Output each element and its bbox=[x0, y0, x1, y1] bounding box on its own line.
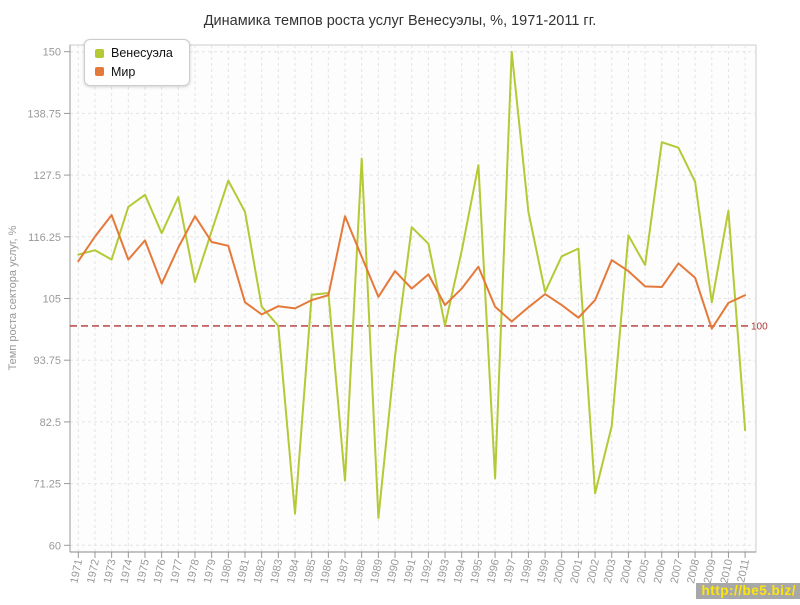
svg-text:71.25: 71.25 bbox=[33, 479, 61, 491]
svg-text:1999: 1999 bbox=[535, 558, 552, 584]
svg-text:2010: 2010 bbox=[719, 558, 736, 584]
svg-text:1978: 1978 bbox=[185, 558, 202, 584]
svg-text:1992: 1992 bbox=[418, 558, 435, 584]
svg-text:2004: 2004 bbox=[619, 558, 636, 584]
legend-swatch-world bbox=[95, 67, 104, 76]
svg-text:1976: 1976 bbox=[152, 558, 169, 584]
legend-item-world: Мир bbox=[95, 66, 173, 79]
svg-text:2003: 2003 bbox=[602, 558, 619, 584]
svg-text:82.5: 82.5 bbox=[40, 417, 61, 429]
svg-text:1985: 1985 bbox=[302, 558, 319, 584]
svg-text:1993: 1993 bbox=[435, 558, 452, 584]
watermark-link[interactable]: http://be5.biz/ bbox=[696, 583, 800, 599]
legend: Венесуэла Мир bbox=[84, 39, 190, 86]
svg-text:2006: 2006 bbox=[652, 558, 669, 584]
svg-text:1983: 1983 bbox=[268, 558, 285, 584]
svg-text:1971: 1971 bbox=[68, 558, 85, 584]
svg-text:2008: 2008 bbox=[685, 558, 702, 584]
svg-text:1991: 1991 bbox=[402, 558, 419, 584]
svg-text:2007: 2007 bbox=[669, 558, 686, 584]
svg-text:1995: 1995 bbox=[468, 558, 485, 584]
chart-title: Динамика темпов роста услуг Венесуэлы, %… bbox=[0, 13, 800, 29]
svg-text:1981: 1981 bbox=[235, 558, 252, 584]
svg-text:93.75: 93.75 bbox=[33, 355, 61, 367]
y-axis-title: Темп роста сектора услуг, % bbox=[7, 225, 19, 370]
svg-text:1975: 1975 bbox=[135, 558, 152, 584]
svg-text:1989: 1989 bbox=[368, 558, 385, 584]
svg-text:60: 60 bbox=[49, 540, 61, 552]
svg-text:116.25: 116.25 bbox=[28, 232, 61, 244]
svg-text:1986: 1986 bbox=[318, 558, 335, 584]
svg-text:1973: 1973 bbox=[102, 558, 119, 584]
svg-text:127.5: 127.5 bbox=[33, 170, 61, 182]
svg-text:1979: 1979 bbox=[202, 558, 219, 584]
svg-text:1977: 1977 bbox=[168, 558, 185, 584]
svg-text:1974: 1974 bbox=[118, 558, 135, 584]
svg-text:2011: 2011 bbox=[735, 558, 752, 584]
svg-text:2002: 2002 bbox=[585, 558, 602, 584]
grid-layer bbox=[70, 45, 756, 552]
svg-text:2005: 2005 bbox=[635, 558, 652, 584]
svg-text:105: 105 bbox=[43, 294, 61, 306]
svg-text:1988: 1988 bbox=[352, 558, 369, 584]
svg-text:1997: 1997 bbox=[502, 558, 519, 584]
legend-label-world: Мир bbox=[111, 66, 135, 79]
svg-text:2001: 2001 bbox=[569, 558, 586, 584]
svg-text:2000: 2000 bbox=[552, 558, 569, 584]
legend-swatch-venezuela bbox=[95, 49, 104, 58]
svg-text:1990: 1990 bbox=[385, 558, 402, 584]
svg-text:1996: 1996 bbox=[485, 558, 502, 584]
svg-text:1998: 1998 bbox=[518, 558, 535, 584]
svg-text:1980: 1980 bbox=[218, 558, 235, 584]
legend-label-venezuela: Венесуэла bbox=[111, 47, 173, 60]
svg-text:2009: 2009 bbox=[702, 558, 719, 584]
svg-text:150: 150 bbox=[43, 47, 61, 59]
svg-text:138.75: 138.75 bbox=[27, 108, 61, 120]
svg-text:1987: 1987 bbox=[335, 558, 352, 584]
svg-text:1982: 1982 bbox=[252, 558, 269, 584]
guide-line-label: 100 bbox=[751, 321, 768, 332]
legend-item-venezuela: Венесуэла bbox=[95, 47, 173, 60]
svg-text:1972: 1972 bbox=[85, 558, 102, 584]
svg-text:1984: 1984 bbox=[285, 558, 302, 584]
svg-text:1994: 1994 bbox=[452, 558, 469, 584]
